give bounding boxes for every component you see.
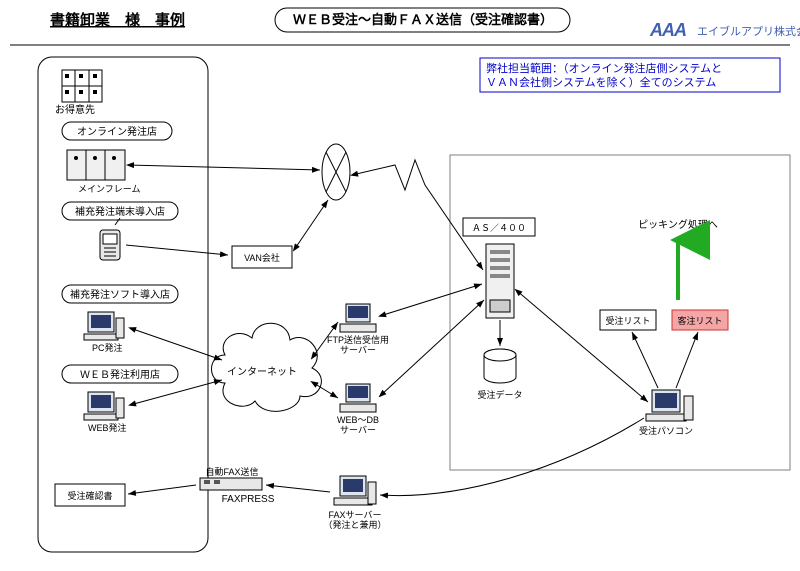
company-logo-letters: AAA xyxy=(649,20,686,40)
as400-title: ＡＳ／４００ xyxy=(472,223,526,233)
guest-list-label: 客注リスト xyxy=(677,315,722,326)
mainframe-label: メインフレーム xyxy=(78,184,140,194)
van-company-label: VAN会社 xyxy=(244,252,280,263)
page-title: ＷＥＢ受注～自動ＦＡＸ送信（受注確認書） xyxy=(293,12,553,27)
fax-server-icon xyxy=(334,476,376,505)
webdb-server-icon xyxy=(340,384,376,412)
fax-server-label-1: FAXサーバー xyxy=(329,510,382,520)
terminal-store-label: 補充発注端末導入店 xyxy=(75,205,165,218)
pc-order-icon xyxy=(84,312,124,340)
webdb-server-label-2: サーバー xyxy=(340,425,376,435)
order-confirm-label: 受注確認書 xyxy=(67,490,112,501)
order-data-label: 受注データ xyxy=(477,389,522,400)
ftp-server-label-1: FTP送信受信用 xyxy=(327,334,389,345)
web-store-label: ＷＥＢ発注利用店 xyxy=(80,368,160,381)
ftp-server-icon xyxy=(340,304,376,332)
customer-icon xyxy=(62,70,102,102)
web-order-label: WEB発注 xyxy=(88,422,127,433)
webdb-server-label-1: WEB～DB xyxy=(337,415,379,425)
as400-tower-icon xyxy=(486,244,514,318)
company-logo-text: エイブルアプリ株式会社 xyxy=(697,24,800,38)
pc-order-label: PC発注 xyxy=(92,342,123,353)
web-order-icon xyxy=(84,392,124,420)
order-pc-icon xyxy=(646,390,693,421)
scope-note-line-1: 弊社担当範囲：（オンライン発注店側システムと xyxy=(486,61,722,75)
order-data-cylinder xyxy=(484,349,516,383)
ftp-server-label-2: サーバー xyxy=(340,345,376,355)
scope-note-line-2: ＶＡＮ会社側システムを除く）全てのシステム xyxy=(486,75,716,89)
order-pc-label: 受注パソコン xyxy=(639,425,693,436)
internet-label: インターネット xyxy=(227,366,297,378)
fax-server-label-2: （発注と兼用） xyxy=(323,519,386,530)
customer-label: お得意先 xyxy=(55,103,95,116)
page-subtitle: 書籍卸業 様 事例 xyxy=(50,11,185,29)
auto-fax-label: 自動FAX送信 xyxy=(205,466,258,477)
online-store-label: オンライン発注店 xyxy=(77,125,157,138)
picking-label: ピッキング処理へ xyxy=(638,218,718,231)
pda-icon xyxy=(100,218,120,260)
order-list-label: 受注リスト xyxy=(605,315,650,326)
faxpress-label: FAXPRESS xyxy=(222,494,275,505)
soft-store-label: 補充発注ソフト導入店 xyxy=(70,288,170,301)
mainframe-icon xyxy=(67,150,125,180)
faxpress-icon xyxy=(200,478,262,490)
